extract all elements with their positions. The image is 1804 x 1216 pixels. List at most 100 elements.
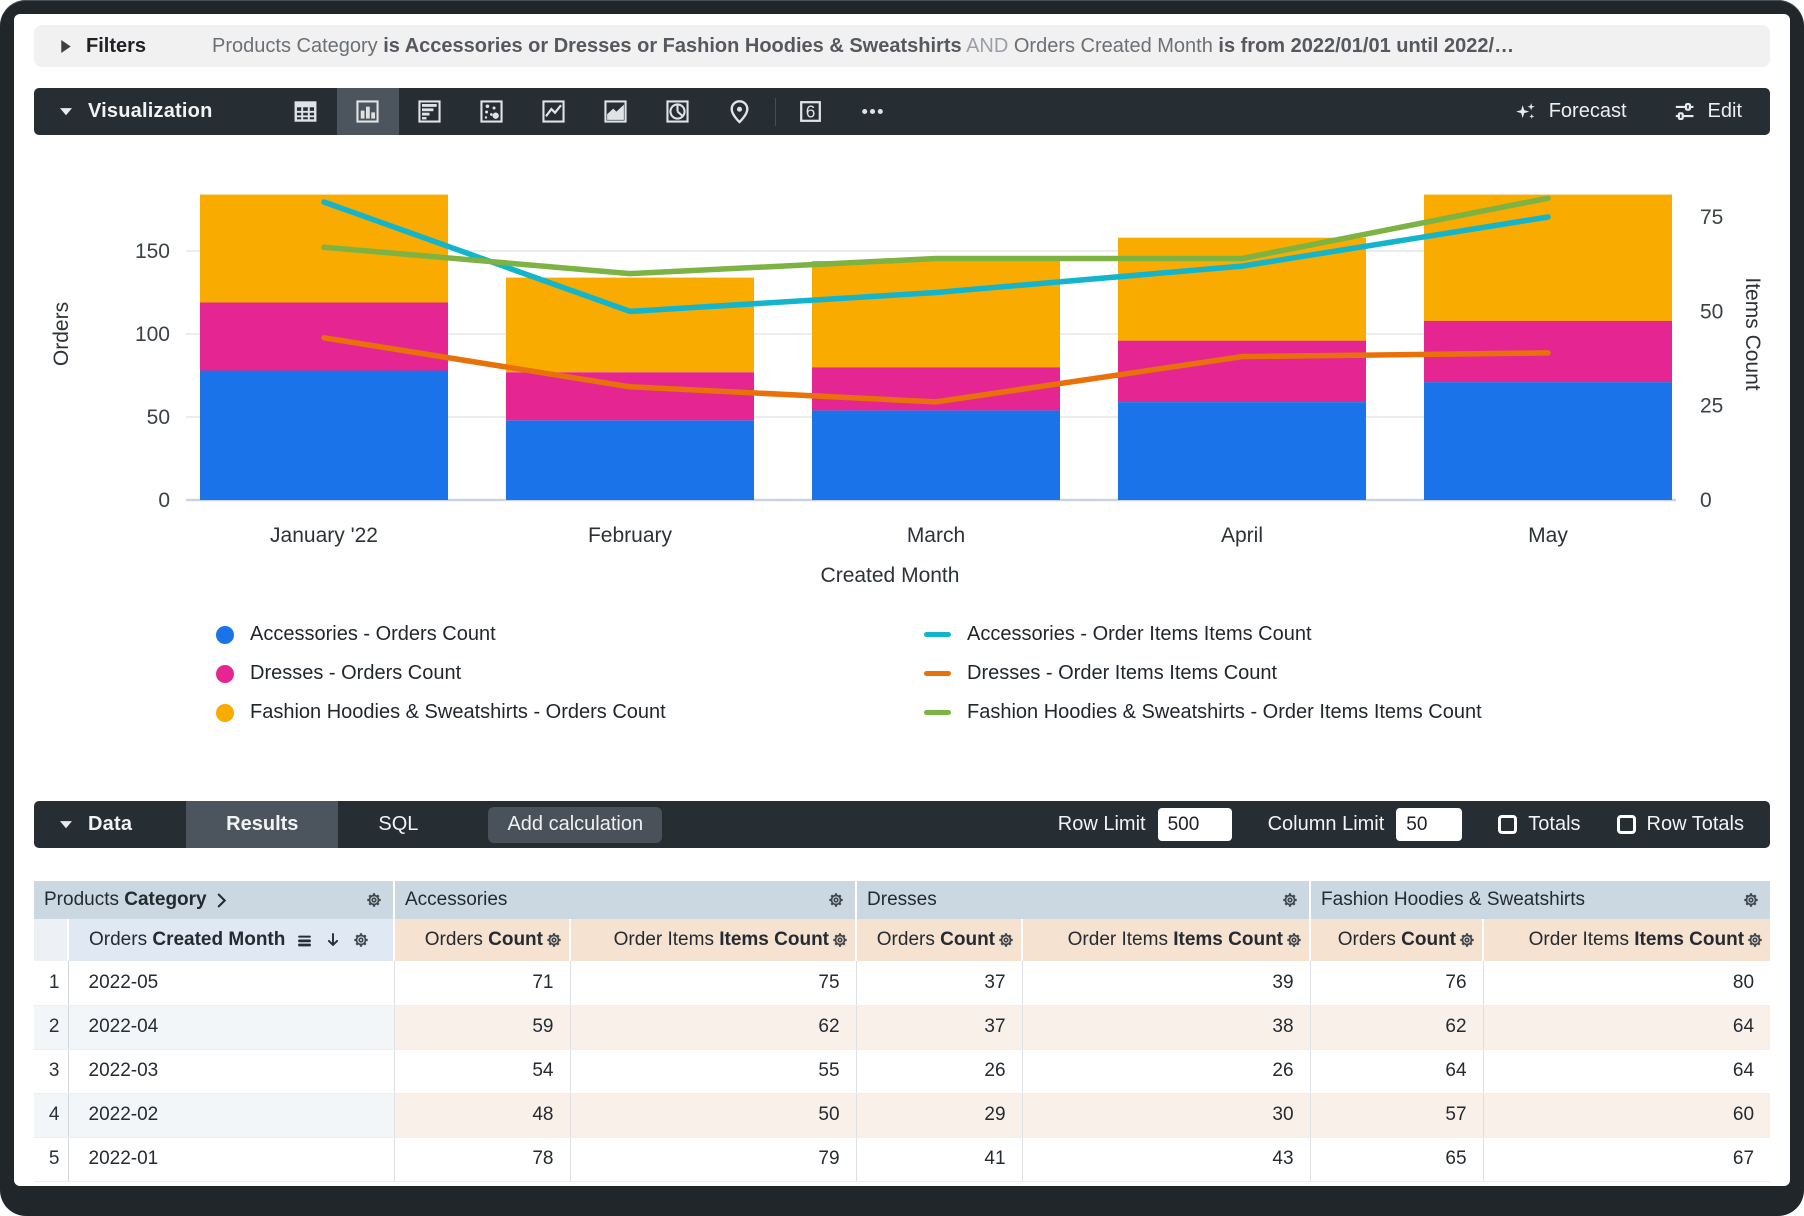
- caret-down-icon[interactable]: [60, 107, 72, 116]
- gear-icon[interactable]: [827, 891, 845, 909]
- gear-icon[interactable]: [997, 931, 1015, 949]
- scatter-plot-icon[interactable]: [461, 88, 523, 135]
- bar-segment[interactable]: [506, 372, 754, 421]
- filters-bar[interactable]: Filters Products Category is Accessories…: [34, 25, 1770, 67]
- measure-cell[interactable]: 78: [394, 1137, 571, 1182]
- gear-icon[interactable]: [365, 891, 383, 909]
- measure-cell[interactable]: 60: [1483, 1093, 1771, 1138]
- bar-segment[interactable]: [200, 370, 448, 501]
- column-header-accessories-items-count[interactable]: Order Items Items Count: [570, 919, 858, 961]
- caret-down-icon[interactable]: [60, 820, 72, 829]
- measure-cell[interactable]: 76: [1310, 961, 1484, 1006]
- measure-cell[interactable]: 54: [394, 1049, 571, 1094]
- tab-sql[interactable]: SQL: [378, 813, 419, 835]
- gear-icon[interactable]: [1281, 891, 1299, 909]
- line-chart-icon[interactable]: [523, 88, 585, 135]
- column-chart-icon[interactable]: [336, 88, 399, 135]
- bar-segment[interactable]: [812, 261, 1060, 368]
- measure-cell[interactable]: 26: [1022, 1049, 1311, 1094]
- gear-icon[interactable]: [1746, 931, 1764, 949]
- more-options-icon[interactable]: [842, 88, 904, 135]
- dimension-cell[interactable]: 2022-05: [68, 961, 395, 1006]
- measure-cell[interactable]: 62: [570, 1005, 857, 1050]
- table-icon[interactable]: [275, 88, 337, 135]
- measure-cell[interactable]: 43: [1022, 1137, 1311, 1182]
- bar-chart-icon[interactable]: [399, 88, 461, 135]
- measure-cell[interactable]: 55: [570, 1049, 857, 1094]
- column-header-fashion-orders-count[interactable]: Orders Count: [1310, 919, 1485, 961]
- measure-cell[interactable]: 57: [1310, 1093, 1484, 1138]
- measure-cell[interactable]: 80: [1483, 961, 1771, 1006]
- add-calculation-button[interactable]: Add calculation: [488, 806, 663, 843]
- bar-segment[interactable]: [1118, 402, 1366, 500]
- measure-cell[interactable]: 37: [856, 961, 1023, 1006]
- sort-desc-icon[interactable]: [324, 931, 342, 949]
- dimension-cell[interactable]: 2022-01: [68, 1137, 395, 1182]
- measure-cell[interactable]: 48: [394, 1093, 571, 1138]
- dimension-cell[interactable]: 2022-03: [68, 1049, 395, 1094]
- measure-cell[interactable]: 62: [1310, 1005, 1484, 1050]
- legend-item[interactable]: Dresses - Orders Count: [216, 661, 924, 686]
- gear-icon[interactable]: [545, 931, 563, 949]
- legend-item[interactable]: Accessories - Orders Count: [216, 622, 924, 647]
- column-header-dresses-orders-count[interactable]: Orders Count: [856, 919, 1024, 961]
- measure-cell[interactable]: 38: [1022, 1005, 1311, 1050]
- measure-cell[interactable]: 37: [856, 1005, 1023, 1050]
- line-series[interactable]: [321, 195, 1551, 277]
- column-header-fashion-items-count[interactable]: Order Items Items Count: [1483, 919, 1771, 961]
- measure-cell[interactable]: 75: [570, 961, 857, 1006]
- row-limit-input[interactable]: [1157, 808, 1232, 841]
- bar-segment[interactable]: [1424, 382, 1672, 500]
- tab-results[interactable]: Results: [186, 801, 339, 848]
- column-group-dresses[interactable]: Dresses: [856, 881, 1312, 919]
- pie-chart-icon[interactable]: [647, 88, 709, 135]
- legend-item[interactable]: Fashion Hoodies & Sweatshirts - Orders C…: [216, 700, 924, 725]
- measure-cell[interactable]: 64: [1483, 1049, 1771, 1094]
- single-value-icon[interactable]: 6: [780, 88, 842, 135]
- column-group-accessories[interactable]: Accessories: [394, 881, 858, 919]
- dimension-cell[interactable]: 2022-02: [68, 1093, 395, 1138]
- measure-cell[interactable]: 64: [1483, 1005, 1771, 1050]
- measure-cell[interactable]: 39: [1022, 961, 1311, 1006]
- measure-cell[interactable]: 71: [394, 961, 571, 1006]
- measure-cell[interactable]: 29: [856, 1093, 1023, 1138]
- column-header-dresses-items-count[interactable]: Order Items Items Count: [1022, 919, 1312, 961]
- dimension-cell[interactable]: 2022-04: [68, 1005, 395, 1050]
- line-series[interactable]: [321, 199, 1551, 315]
- column-group-fashion-hoodies[interactable]: Fashion Hoodies & Sweatshirts: [1310, 881, 1771, 919]
- line-series[interactable]: [321, 335, 1551, 405]
- edit-button[interactable]: Edit: [1673, 100, 1742, 123]
- legend-item[interactable]: Dresses - Order Items Items Count: [924, 661, 1482, 686]
- gear-icon[interactable]: [1458, 931, 1476, 949]
- measure-cell[interactable]: 79: [570, 1137, 857, 1182]
- gear-icon[interactable]: [1742, 891, 1760, 909]
- forecast-button[interactable]: Forecast: [1514, 100, 1627, 123]
- bar-segment[interactable]: [506, 277, 754, 373]
- bar-segment[interactable]: [812, 410, 1060, 500]
- map-pin-icon[interactable]: [709, 88, 771, 135]
- measure-cell[interactable]: 26: [856, 1049, 1023, 1094]
- measure-cell[interactable]: 67: [1483, 1137, 1771, 1182]
- column-limit-input[interactable]: [1396, 808, 1463, 841]
- chevron-right-icon[interactable]: [60, 39, 72, 53]
- measure-cell[interactable]: 65: [1310, 1137, 1484, 1182]
- measure-cell[interactable]: 64: [1310, 1049, 1484, 1094]
- measure-cell[interactable]: 50: [570, 1093, 857, 1138]
- gear-icon[interactable]: [1285, 931, 1303, 949]
- row-totals-checkbox[interactable]: [1616, 815, 1636, 834]
- gear-icon[interactable]: [352, 931, 370, 949]
- totals-checkbox[interactable]: [1498, 815, 1518, 834]
- measure-cell[interactable]: 30: [1022, 1093, 1311, 1138]
- column-header-orders-created-month[interactable]: Orders Created Month: [68, 919, 395, 961]
- measure-cell[interactable]: 41: [856, 1137, 1023, 1182]
- reorder-icon[interactable]: [295, 931, 314, 950]
- legend-item[interactable]: Fashion Hoodies & Sweatshirts - Order It…: [924, 700, 1482, 725]
- area-chart-icon[interactable]: [585, 88, 647, 135]
- column-header-products-category[interactable]: Products Category: [34, 881, 395, 919]
- column-header-accessories-orders-count[interactable]: Orders Count: [394, 919, 571, 961]
- legend-item[interactable]: Accessories - Order Items Items Count: [924, 622, 1482, 647]
- gear-icon[interactable]: [831, 931, 849, 949]
- bar-segment[interactable]: [506, 420, 754, 500]
- chevron-right-icon[interactable]: [217, 893, 227, 908]
- measure-cell[interactable]: 59: [394, 1005, 571, 1050]
